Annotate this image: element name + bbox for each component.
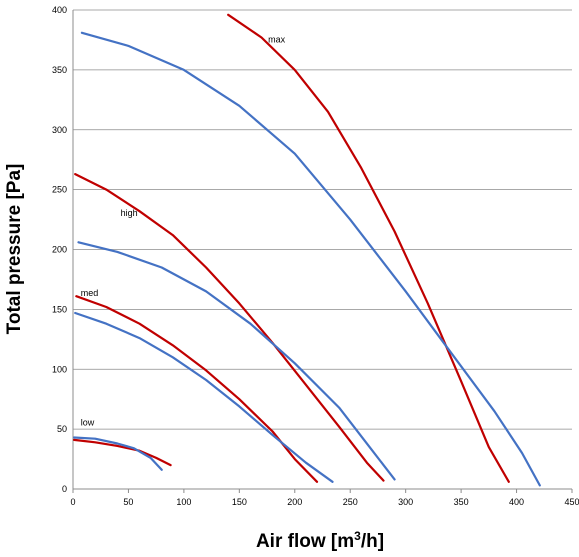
x-tick-label: 450 [564, 497, 579, 507]
x-tick-label: 200 [287, 497, 302, 507]
x-tick-label: 300 [398, 497, 413, 507]
y-tick-label: 200 [52, 245, 67, 255]
curve-label-max: max [268, 34, 286, 44]
series-line-7 [72, 438, 172, 467]
x-axis-title: Air flow [m3/h] [256, 529, 384, 552]
series-line-8 [72, 436, 163, 471]
x-tick-label: 350 [454, 497, 469, 507]
series-line-2 [80, 31, 541, 487]
series-line-4 [77, 241, 396, 481]
y-tick-label: 400 [52, 5, 67, 15]
curve-label-med: med [81, 288, 99, 298]
y-tick-label: 0 [62, 484, 67, 494]
y-tick-label: 50 [57, 424, 67, 434]
y-axis-title: Total pressure [Pa] [4, 164, 25, 335]
curve-annotations: max high med low [81, 34, 286, 427]
x-tick-labels: 0 50 100 150 200 250 300 350 400 450 [70, 497, 579, 507]
curve-label-high: high [121, 208, 138, 218]
y-tick-label: 150 [52, 304, 67, 314]
series-line-1 [227, 13, 510, 483]
x-tick-label: 150 [232, 497, 247, 507]
series-line-6 [74, 311, 334, 483]
series-lines [72, 13, 541, 487]
x-tick-label: 400 [509, 497, 524, 507]
curve-label-low: low [81, 418, 95, 428]
x-tick-label: 100 [176, 497, 191, 507]
y-tick-labels: 0 50 100 150 200 250 300 350 400 [52, 5, 67, 494]
axes [72, 10, 573, 493]
series-line-3 [74, 173, 385, 482]
series-line-5 [75, 295, 319, 483]
y-tick-label: 100 [52, 364, 67, 374]
y-tick-label: 350 [52, 65, 67, 75]
x-tick-label: 250 [343, 497, 358, 507]
y-tick-label: 300 [52, 125, 67, 135]
x-tick-label: 0 [70, 497, 75, 507]
gridlines [73, 9, 572, 430]
y-tick-label: 250 [52, 185, 67, 195]
x-tick-label: 50 [123, 497, 133, 507]
